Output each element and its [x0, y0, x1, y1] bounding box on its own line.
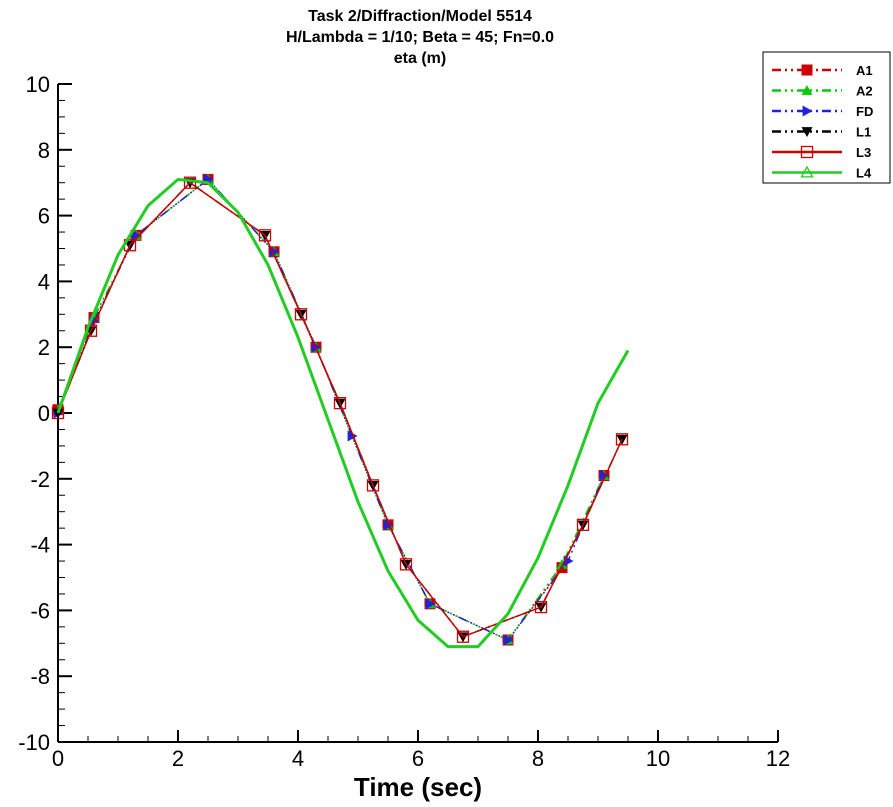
- data-point: [52, 408, 64, 419]
- series-l1: [52, 178, 628, 643]
- data-point: [294, 308, 308, 321]
- data-point: [576, 518, 590, 532]
- series-line-a2: [57, 178, 605, 641]
- legend-item-l1: L1: [772, 125, 871, 140]
- legend-marker: [802, 105, 813, 117]
- legend-marker: [801, 127, 813, 137]
- series-l3: [51, 176, 629, 643]
- x-tick-label: 10: [646, 746, 670, 771]
- series-fd: [53, 173, 610, 646]
- axes: 0 2 4 6 8 10 12 -10 -8 -6 -4 -2 0 2 4 6 8 10: [18, 72, 790, 771]
- legend-item-a2: A2: [772, 84, 873, 99]
- legend-label: FD: [856, 104, 873, 119]
- series-l4: [56, 177, 630, 649]
- x-tick-label: 4: [292, 746, 304, 771]
- data-point: [333, 396, 347, 410]
- chart-title-line-3: eta (m): [394, 50, 446, 67]
- legend-marker: [801, 64, 813, 76]
- x-tick-label: 0: [52, 746, 64, 771]
- legend: A1 A2 FD L1 L3 L4: [762, 51, 891, 184]
- chart-title-line-1: Task 2/Diffraction/Model 5514: [308, 8, 532, 25]
- data-point: [383, 519, 394, 531]
- x-tick-label: 2: [172, 746, 184, 771]
- x-tick-label: 8: [532, 746, 544, 771]
- legend-marker: [800, 165, 814, 178]
- plot-area: [51, 173, 630, 649]
- data-point: [599, 470, 610, 482]
- x-tick-label: 6: [412, 746, 424, 771]
- data-point: [258, 229, 272, 242]
- data-point: [456, 630, 470, 643]
- chart-title: Task 2/Diffraction/Model 5514 H/Lambda =…: [286, 8, 554, 67]
- x-tick-label: 12: [766, 746, 790, 771]
- y-tick-label: 4: [38, 269, 50, 294]
- legend-item-fd: FD: [772, 104, 873, 119]
- legend-item-a1: A1: [772, 63, 873, 78]
- data-point: [615, 433, 629, 446]
- x-axis-title: Time (sec): [354, 772, 482, 802]
- y-tick-label: 2: [38, 335, 50, 360]
- y-tick-label: 10: [26, 72, 50, 97]
- y-tick-label: -2: [30, 467, 50, 492]
- y-tick-label: 0: [38, 401, 50, 426]
- legend-label: L3: [856, 145, 871, 160]
- legend-marker: [800, 145, 814, 159]
- series-line-fd: [57, 178, 605, 641]
- legend-label: A1: [856, 63, 873, 78]
- data-point: [131, 229, 142, 241]
- y-tick-label: 6: [38, 204, 50, 229]
- series-line-l3: [57, 181, 623, 638]
- y-tick-label: -10: [18, 730, 50, 755]
- legend-marker: [801, 85, 813, 95]
- legend-label: L4: [856, 166, 872, 181]
- data-point: [534, 600, 548, 614]
- legend-item-l4: L4: [772, 166, 872, 181]
- legend-box: [762, 51, 891, 184]
- y-tick-label: -4: [30, 533, 50, 558]
- data-point: [556, 558, 568, 569]
- chart-title-line-2: H/Lambda = 1/10; Beta = 45; Fn=0.0: [286, 29, 554, 46]
- data-point: [425, 598, 436, 610]
- data-point: [51, 406, 65, 420]
- series-line-l1: [57, 181, 623, 638]
- series-line-a1: [57, 178, 605, 641]
- legend-item-l3: L3: [772, 145, 871, 160]
- series-line-l4: [56, 177, 630, 649]
- data-point: [503, 634, 514, 646]
- data-point: [399, 558, 413, 571]
- y-tick-label: -8: [30, 664, 50, 689]
- data-point: [366, 479, 380, 492]
- legend-label: L1: [856, 125, 871, 140]
- y-tick-label: -6: [30, 598, 50, 623]
- y-tick-label: 8: [38, 138, 50, 163]
- legend-label: A2: [856, 84, 873, 99]
